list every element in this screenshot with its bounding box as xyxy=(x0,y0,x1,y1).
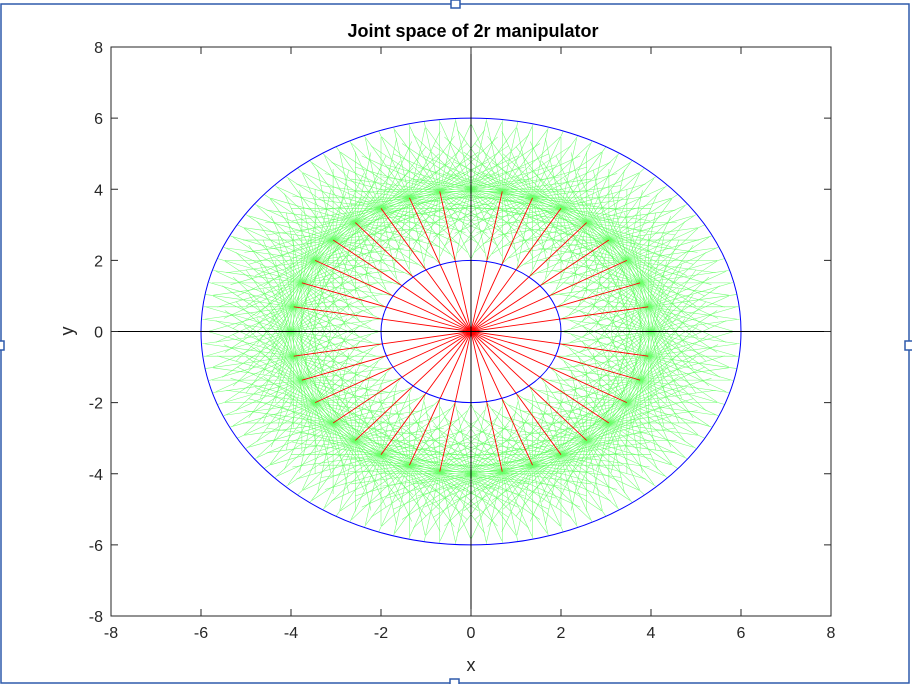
y-tick-label: -6 xyxy=(89,538,103,555)
x-tick-label: 8 xyxy=(827,625,836,642)
x-tick-label: 4 xyxy=(647,625,656,642)
x-tick-label: 2 xyxy=(557,625,566,642)
x-tick-label: -6 xyxy=(194,625,208,642)
y-tick-label: 8 xyxy=(94,40,103,57)
y-tick-label: 2 xyxy=(94,253,103,270)
y-tick-label: 4 xyxy=(94,182,103,199)
chart-title: Joint space of 2r manipulator xyxy=(347,21,598,41)
resize-handle-right[interactable] xyxy=(905,341,912,350)
x-tick-label: 0 xyxy=(467,625,476,642)
y-tick-label: 6 xyxy=(94,111,103,128)
resize-handle-top[interactable] xyxy=(451,0,460,8)
y-tick-label: -8 xyxy=(89,609,103,626)
x-tick-label: -2 xyxy=(374,625,388,642)
y-axis-label: y xyxy=(57,327,77,336)
x-tick-label: 6 xyxy=(737,625,746,642)
y-tick-label: -2 xyxy=(89,396,103,413)
resize-handle-left[interactable] xyxy=(0,341,4,350)
x-tick-label: -4 xyxy=(284,625,298,642)
y-tick-label: 0 xyxy=(94,325,103,342)
resize-handle-bottom[interactable] xyxy=(450,679,459,684)
x-axis-label: x xyxy=(467,655,476,675)
y-tick-label: -4 xyxy=(89,467,103,484)
x-tick-label: -8 xyxy=(104,625,118,642)
